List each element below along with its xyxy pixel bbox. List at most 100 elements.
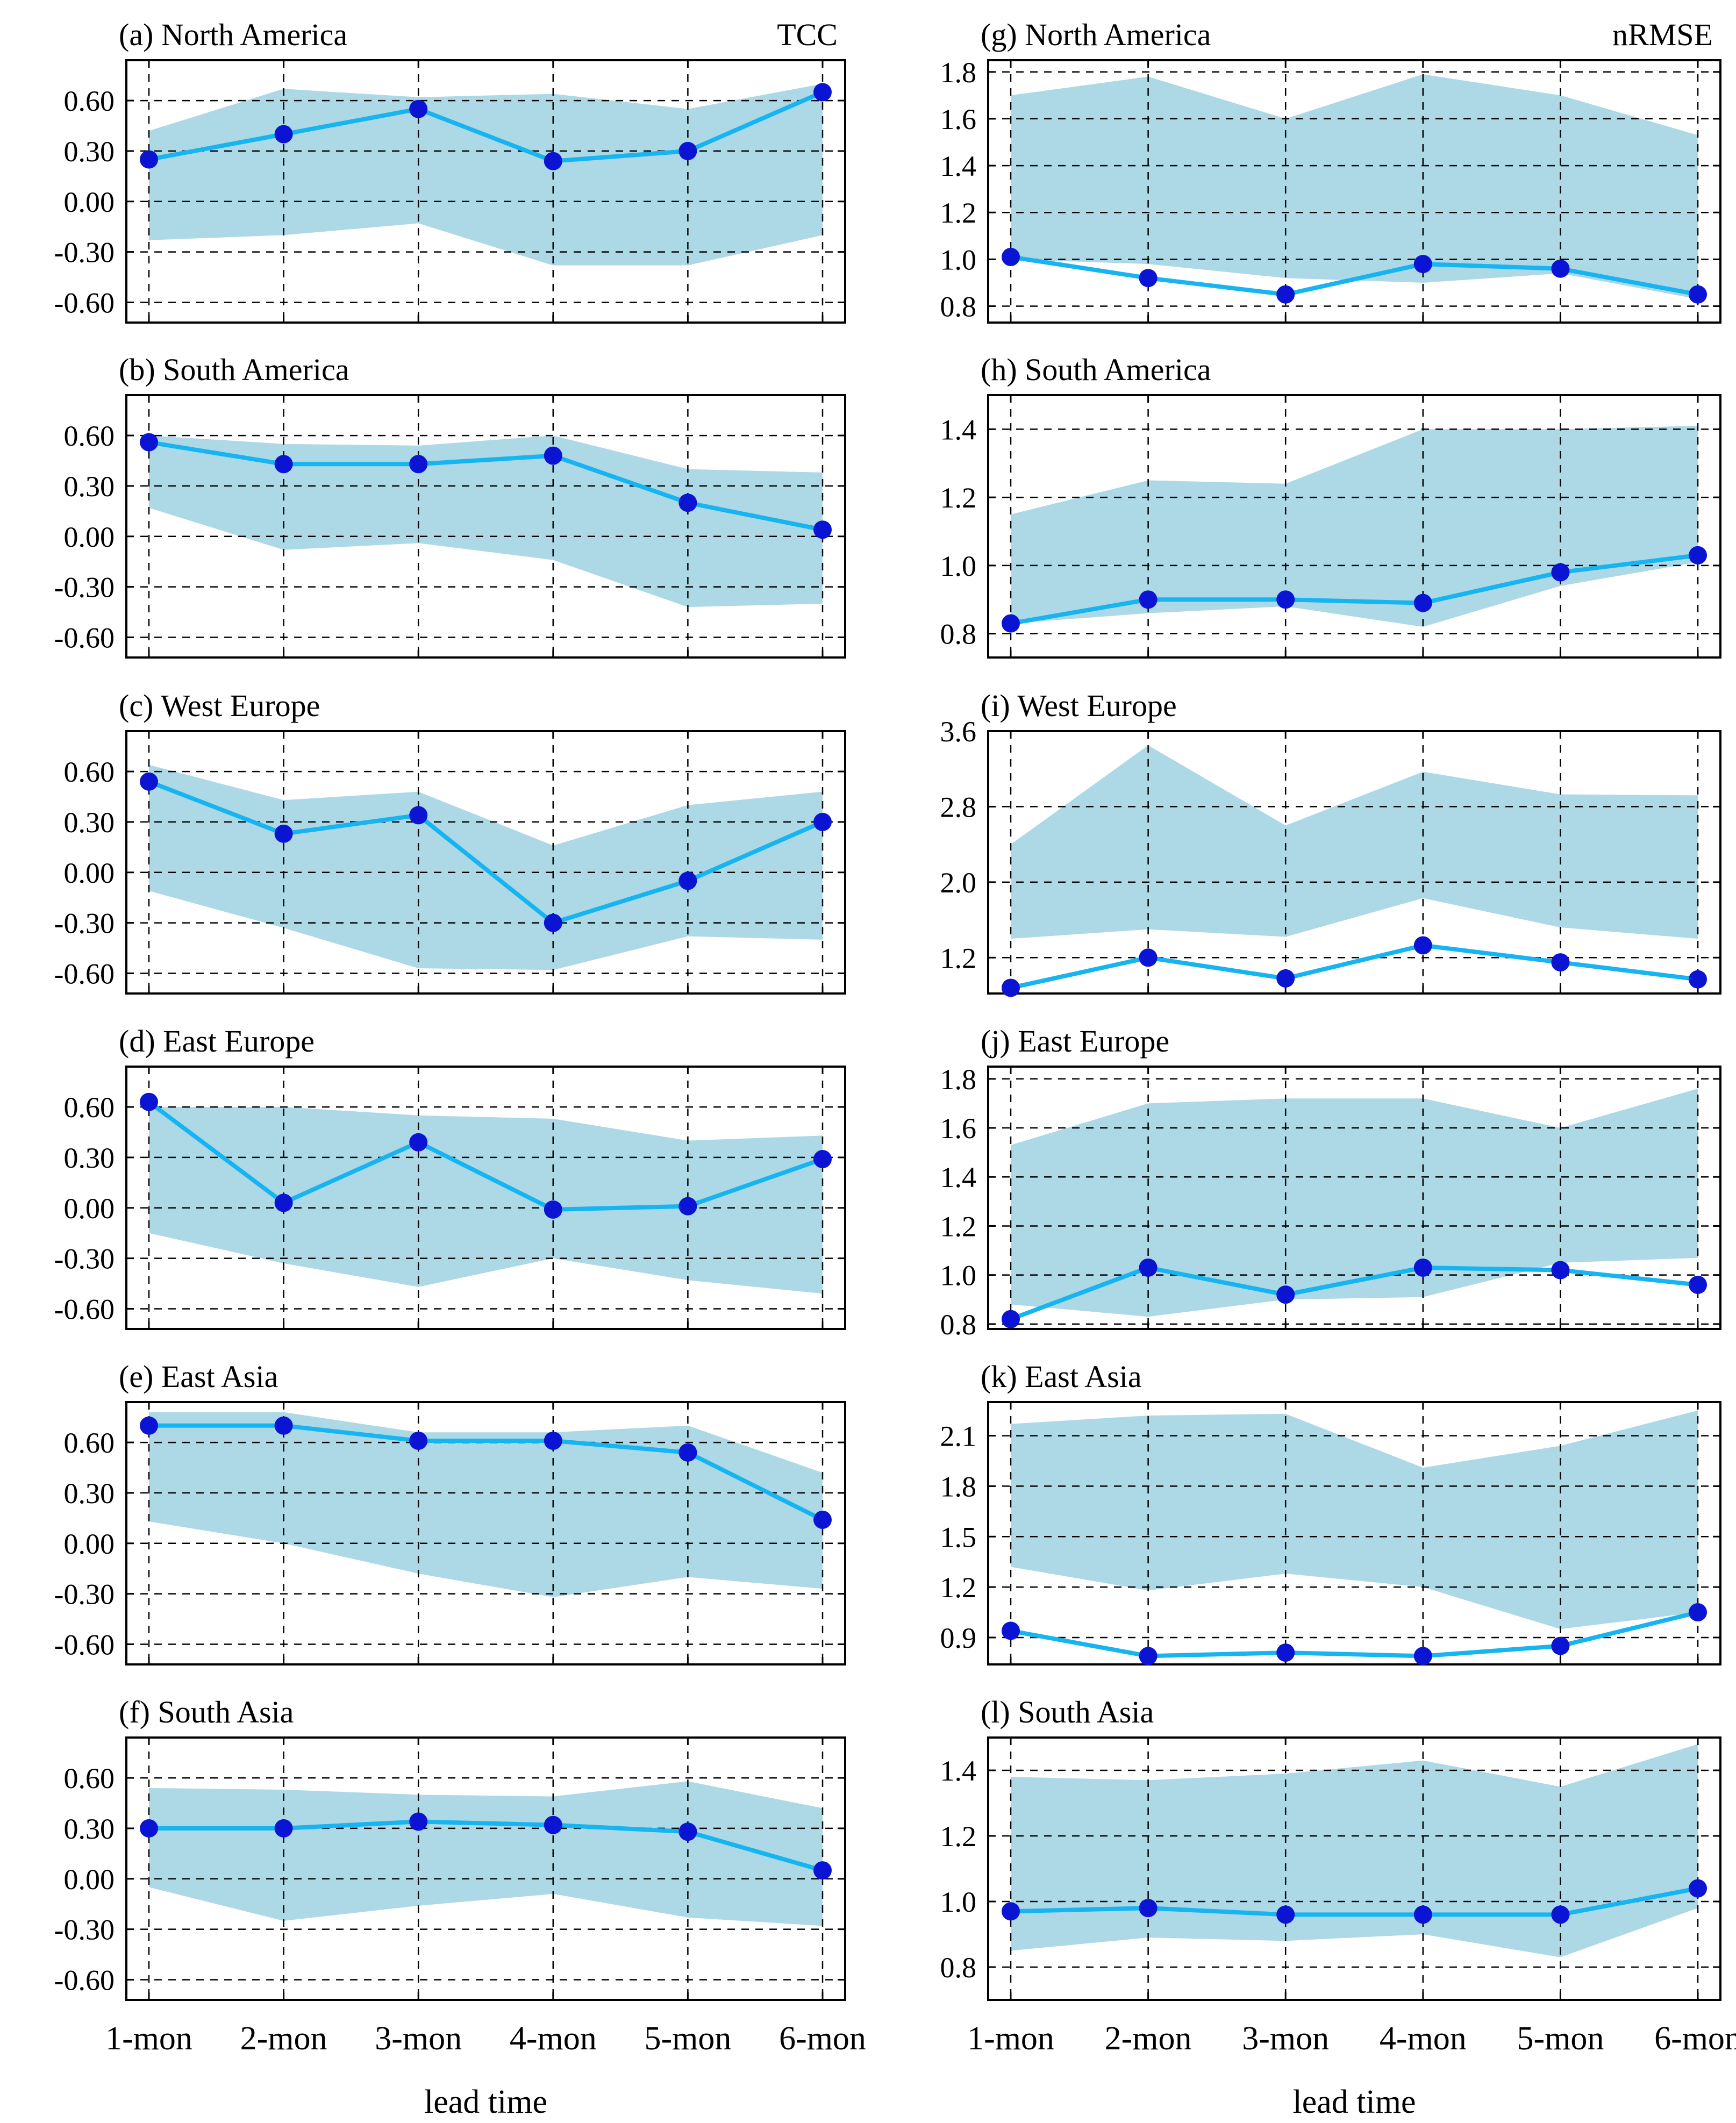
- panel-title: (c) West Europe: [119, 688, 320, 723]
- data-point: [140, 433, 158, 452]
- y-tick-label: 3.6: [940, 716, 977, 748]
- x-tick-label: 3-mon: [1242, 2020, 1329, 2057]
- spread-band-f: [149, 1781, 823, 1926]
- data-point: [409, 1431, 428, 1450]
- data-point: [678, 1822, 697, 1841]
- spread-band-k: [1011, 1410, 1698, 1629]
- series-line-g: [1010, 255, 1698, 297]
- panel-c: -0.60 -0.30 0.00 0.30 0.60 (c) West Europe: [54, 688, 846, 995]
- metric-label: TCC: [777, 17, 838, 52]
- panel-title: (d) East Europe: [119, 1024, 315, 1059]
- data-point: [544, 446, 562, 465]
- data-point: [140, 1092, 158, 1111]
- y-tick-label: 0.60: [64, 1762, 115, 1795]
- x-tick-label: 1-mon: [967, 2020, 1054, 2057]
- data-point: [813, 83, 832, 102]
- panel-frame: [125, 730, 846, 995]
- data-point: [1689, 546, 1707, 564]
- y-tick-label: 1.0: [940, 244, 977, 276]
- data-point: [1551, 1905, 1570, 1924]
- panel-title: (j) East Europe: [981, 1024, 1169, 1059]
- y-tick-label: 1.0: [940, 550, 977, 582]
- panel-title: (f) South Asia: [119, 1695, 294, 1729]
- y-tick-label: 0.30: [64, 1813, 115, 1845]
- data-point: [1139, 1258, 1158, 1277]
- y-tick-label: 1.8: [940, 56, 977, 89]
- data-point: [140, 1416, 158, 1435]
- series-line-h: [1010, 553, 1698, 626]
- data-point: [544, 152, 562, 170]
- data-point: [1139, 269, 1158, 288]
- data-point: [409, 99, 428, 118]
- y-tick-label: -0.60: [54, 1293, 115, 1325]
- data-point: [140, 150, 158, 169]
- y-tick-label: -0.30: [54, 237, 115, 269]
- series-line-e: [149, 1423, 824, 1522]
- y-tick-label: 1.8: [940, 1470, 977, 1503]
- y-tick-label: -0.30: [54, 571, 115, 604]
- data-point: [1413, 1647, 1432, 1665]
- data-point: [1551, 953, 1570, 972]
- y-tick-label: 0.30: [64, 135, 115, 168]
- y-tick-label: 2.0: [940, 867, 977, 899]
- y-tick-label: 0.30: [64, 1142, 115, 1174]
- y-tick-label: 0.8: [940, 291, 977, 323]
- y-tick-label: 1.2: [940, 1210, 977, 1242]
- y-tick-label: 1.0: [940, 1886, 977, 1918]
- y-tick-label: 1.2: [940, 197, 977, 229]
- panel-g: 0.8 1.0 1.2 1.4 1.6 1.8(g) North America nRMSE: [940, 17, 1721, 324]
- panel-title: (h) South America: [981, 352, 1211, 387]
- y-tick-label: -0.30: [54, 1243, 115, 1275]
- panel-frame: [125, 1066, 846, 1330]
- panel-k: 0.9 1.2 1.5 1.8 2.1(k) East Asia: [940, 1359, 1721, 1665]
- data-point: [1551, 563, 1570, 582]
- y-tick-label: 0.00: [64, 857, 115, 889]
- panel-title: (e) East Asia: [119, 1359, 278, 1394]
- panel-b: -0.60 -0.30 0.00 0.30 0.60 (b) South America: [54, 352, 846, 659]
- y-tick-label: 0.00: [64, 521, 115, 553]
- data-point: [1689, 1275, 1707, 1294]
- data-point: [274, 1819, 293, 1838]
- data-point: [1689, 1603, 1707, 1622]
- x-tick-label: 4-mon: [1380, 2020, 1467, 2057]
- x-tick-label: 5-mon: [1517, 2020, 1604, 2057]
- y-tick-label: -0.30: [54, 1578, 115, 1611]
- data-point: [1689, 970, 1707, 989]
- data-point: [1413, 594, 1432, 612]
- y-tick-label: 0.60: [64, 756, 115, 788]
- y-tick-label: -0.30: [54, 907, 115, 940]
- y-tick-label: -0.60: [54, 1964, 115, 1996]
- spread-band-l: [1011, 1744, 1698, 1957]
- data-point: [409, 1812, 428, 1831]
- y-tick-label: -0.60: [54, 957, 115, 990]
- data-point: [813, 1861, 832, 1880]
- x-tick-label: 1-mon: [105, 2020, 192, 2057]
- panel-title: (g) North America: [981, 17, 1211, 52]
- spread-band-d: [149, 1107, 823, 1294]
- y-tick-label: 0.8: [940, 618, 977, 651]
- data-point: [678, 871, 697, 890]
- y-tick-label: 1.5: [940, 1521, 977, 1553]
- panel-l: 0.8 1.0 1.2 1.4(l) South Asia 1-mon 2-mon 3-mo…: [940, 1695, 1736, 2120]
- data-point: [1276, 1905, 1295, 1924]
- x-tick-label: 5-mon: [644, 2020, 731, 2057]
- panel-frame: [125, 59, 846, 324]
- data-point: [1413, 1258, 1432, 1277]
- panel-title: (b) South America: [119, 352, 349, 387]
- spread-band-g: [1011, 74, 1698, 299]
- data-point: [1276, 1285, 1295, 1304]
- panel-title: (a) North America: [119, 17, 347, 52]
- series-line-a: [148, 90, 824, 163]
- data-point: [813, 812, 832, 831]
- y-tick-label: -0.60: [54, 1628, 115, 1661]
- panel-frame: [987, 394, 1721, 659]
- panel-frame: [987, 59, 1721, 324]
- y-tick-label: 1.2: [940, 942, 977, 974]
- metric-label: nRMSE: [1612, 17, 1713, 52]
- y-tick-label: -0.60: [54, 287, 115, 319]
- series-line-k: [1010, 1610, 1698, 1659]
- data-point: [678, 1197, 697, 1216]
- series-line-j: [1010, 1265, 1698, 1321]
- y-tick-label: 1.2: [940, 1571, 977, 1604]
- data-point: [813, 1150, 832, 1169]
